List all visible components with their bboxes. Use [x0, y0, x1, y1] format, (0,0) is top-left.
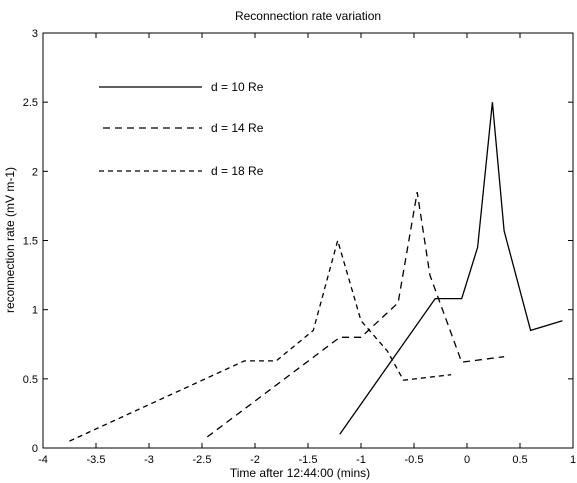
x-tick-label: -3.5 — [87, 454, 106, 466]
y-tick-label: 1.5 — [23, 236, 38, 248]
legend: d = 10 Re d = 14 Re d = 18 Re — [99, 80, 264, 178]
y-tick-label: 1 — [32, 305, 38, 317]
chart-title: Reconnection rate variation — [235, 9, 381, 23]
x-tick-label: -3 — [144, 454, 154, 466]
x-tick-label: 0 — [464, 454, 470, 466]
x-tick-label: -0.5 — [405, 454, 424, 466]
x-tick-label: -2 — [250, 454, 260, 466]
y-tick-label: 0.5 — [23, 374, 38, 386]
y-axis-label: reconnection rate (mV m-1) — [3, 167, 17, 313]
y-tick-label: 3 — [32, 28, 38, 40]
x-tick-label: -4 — [38, 454, 48, 466]
y-tick-label: 2 — [32, 166, 38, 178]
legend-label: d = 10 Re — [211, 80, 264, 94]
y-tick-label: 0 — [32, 443, 38, 455]
x-tick-label: -2.5 — [193, 454, 212, 466]
y-axis: 0 0.5 1 1.5 2 2.5 3 — [23, 28, 573, 455]
series-layer — [69, 102, 563, 442]
series-line — [206, 191, 505, 438]
x-tick-label: 1 — [570, 454, 576, 466]
legend-label: d = 14 Re — [211, 121, 264, 135]
x-tick-label: -1 — [356, 454, 366, 466]
series-line — [69, 238, 452, 442]
series-line — [339, 102, 563, 435]
x-tick-label: 0.5 — [512, 454, 527, 466]
plot-area-frame — [42, 32, 574, 449]
x-axis: -4 -3.5 -3 -2.5 -2 -1.5 -1 -0.5 0 0.5 1 — [38, 33, 576, 466]
y-tick-label: 2.5 — [23, 97, 38, 109]
legend-label: d = 18 Re — [211, 164, 264, 178]
x-axis-label: Time after 12:44:00 (mins) — [230, 466, 370, 480]
x-tick-label: -1.5 — [299, 454, 318, 466]
